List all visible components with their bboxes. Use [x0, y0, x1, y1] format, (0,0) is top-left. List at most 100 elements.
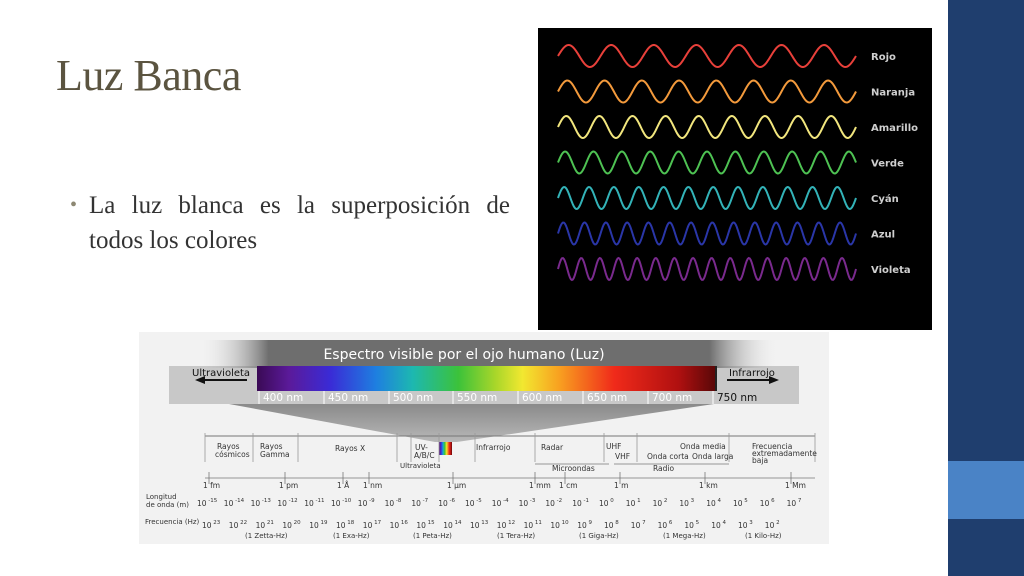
- frecuencia-value: 10 13: [470, 520, 489, 530]
- frecuencia-value: 10 17: [363, 520, 382, 530]
- longitud-value: 10 6: [760, 498, 775, 508]
- frecuencia-value: 10 22: [229, 520, 247, 530]
- label-rayos-gamma: Rayos Gamma: [260, 442, 290, 459]
- longitud-value: 10 -13: [251, 498, 272, 508]
- frecuencia-row: 10 23 10 22 10 21 10 20 10 19 10 18 10 17 10 16…: [202, 520, 780, 530]
- frecuencia-value: 10 10: [550, 520, 569, 530]
- frecuencia-group-label: (1 Kilo-Hz): [745, 532, 782, 540]
- frecuencia-group-label: (1 Zetta-Hz): [245, 532, 288, 540]
- bullet-text: La luz blanca es la superposición de tod…: [89, 192, 510, 254]
- frecuencia-value: 10 11: [524, 520, 542, 530]
- frecuencia-label: Frecuencia (Hz): [145, 518, 200, 526]
- longitud-value: 10 -2: [545, 498, 562, 508]
- infrared-label: Infrarrojo: [729, 368, 775, 379]
- frecuencia-value: 10 2: [765, 520, 780, 530]
- longitud-value: 10 7: [787, 498, 802, 508]
- ultraviolet-label: Ultravioleta: [192, 368, 250, 379]
- accent-bar-top: [948, 0, 1024, 461]
- uv-arrow-icon: [195, 376, 205, 384]
- unit-labels: 1 fm 1 pm 1 Å 1 nm 1 µm 1 mm 1 cm 1 m 1 km 1 Mm: [203, 472, 806, 490]
- longitud-value: 10 3: [679, 498, 694, 508]
- region-ticks: [204, 433, 816, 462]
- spectrum-title-banner: [199, 340, 779, 368]
- wave-label: Violeta: [871, 265, 911, 276]
- slide-title: Luz Banca: [56, 51, 241, 100]
- unit-label: 1 nm: [363, 481, 382, 490]
- visible-marker: [439, 442, 452, 455]
- frecuencia-value: 10 5: [684, 520, 699, 530]
- ir-arrow-icon: [769, 376, 779, 384]
- frecuencia-value: 10 18: [336, 520, 355, 530]
- wave-label: Naranja: [871, 88, 915, 99]
- label-onda-larga: Onda larga: [692, 452, 733, 461]
- wave-1: [557, 43, 857, 69]
- unit-label: 1 µm: [447, 481, 466, 490]
- frecuencia-groups: (1 Zetta-Hz) (1 Exa-Hz) (1 Peta-Hz) (1 Tera…: [245, 532, 782, 540]
- nm-label: 500 nm: [393, 392, 433, 404]
- longitud-row: 10 -15 10 -14 10 -13 10 -12 10 -11 10 -10 10 -…: [197, 498, 802, 508]
- nm-label: 600 nm: [522, 392, 562, 404]
- longitud-value: 10 -4: [492, 498, 509, 508]
- label-ultravioleta: Ultravioleta: [400, 462, 441, 470]
- longitud-value: 10 -6: [438, 498, 455, 508]
- longitud-value: 10 5: [733, 498, 748, 508]
- longitud-value: 10 -8: [385, 498, 402, 508]
- label-rayos-x: Rayos X: [335, 444, 365, 453]
- longitud-value: 10 -3: [519, 498, 536, 508]
- unit-label: 1 Å: [337, 481, 350, 490]
- wave-label: Amarillo: [871, 123, 918, 134]
- frecuencia-value: 10 15: [416, 520, 435, 530]
- frecuencia-value: 10 14: [443, 520, 462, 530]
- frecuencia-value: 10 12: [497, 520, 515, 530]
- wave-3: [557, 114, 857, 140]
- unit-label: 1 pm: [279, 481, 298, 490]
- label-radar: Radar: [541, 443, 564, 452]
- frecuencia-value: 10 21: [256, 520, 274, 530]
- spectrum-diagram: Espectro visible por el ojo humano (Luz)…: [139, 332, 829, 544]
- nm-label: 550 nm: [457, 392, 497, 404]
- longitud-value: 10 -5: [465, 498, 482, 508]
- longitud-value: 10 -1: [572, 498, 589, 508]
- unit-label: 1 cm: [559, 481, 578, 490]
- frecuencia-group-label: (1 Tera-Hz): [497, 532, 535, 540]
- bullet-point: • La luz blanca es la superposición de t…: [70, 188, 510, 258]
- frecuencia-value: 10 19: [309, 520, 328, 530]
- color-waves-svg: Rojo Naranja Amarillo Verde Cyán Azul Violeta: [557, 43, 918, 282]
- frecuencia-group-label: (1 Peta-Hz): [413, 532, 452, 540]
- nm-label: 400 nm: [263, 392, 303, 404]
- longitud-value: 10 -15: [197, 498, 218, 508]
- longitud-value: 10 4: [706, 498, 721, 508]
- frecuencia-value: 10 16: [390, 520, 409, 530]
- spectrum-funnel: [229, 404, 714, 442]
- frecuencia-value: 10 4: [711, 520, 726, 530]
- spectrum-svg: Espectro visible por el ojo humano (Luz)…: [145, 340, 819, 540]
- label-radio: Radio: [653, 464, 674, 473]
- longitud-value: 10 -11: [304, 498, 324, 508]
- nm-labels: 400 nm 450 nm 500 nm 550 nm 600 nm 650 nm 700 …: [258, 391, 757, 404]
- unit-label: 1 m: [614, 481, 628, 490]
- color-waves-image: Rojo Naranja Amarillo Verde Cyán Azul Violeta: [538, 28, 932, 330]
- frecuencia-group-label: (1 Exa-Hz): [333, 532, 370, 540]
- unit-label: 1 fm: [203, 481, 220, 490]
- unit-label: 1 mm: [529, 481, 551, 490]
- label-microondas: Microondas: [552, 464, 595, 473]
- unit-label: 1 km: [699, 481, 718, 490]
- wave-2: [557, 79, 857, 104]
- nm-label: 700 nm: [652, 392, 692, 404]
- wave-7: [557, 256, 857, 282]
- label-onda-corta: Onda corta: [647, 452, 689, 461]
- frecuencia-value: 10 3: [738, 520, 753, 530]
- visible-spectrum-bar: [257, 366, 715, 391]
- wave-label: Rojo: [871, 52, 896, 63]
- label-frecuencia-baja: Frecuencia extremadamente baja: [752, 442, 819, 465]
- frecuencia-value: 10 7: [631, 520, 646, 530]
- label-infrarrojo: Infrarrojo: [476, 443, 511, 452]
- nm-label: 650 nm: [587, 392, 627, 404]
- wave-4: [557, 150, 857, 175]
- wave-5: [557, 185, 857, 211]
- longitud-value: 10 0: [599, 498, 614, 508]
- longitud-value: 10 -10: [331, 498, 352, 508]
- longitud-value: 10 -14: [224, 498, 245, 508]
- frecuencia-value: 10 9: [577, 520, 592, 530]
- wave-6: [557, 221, 857, 246]
